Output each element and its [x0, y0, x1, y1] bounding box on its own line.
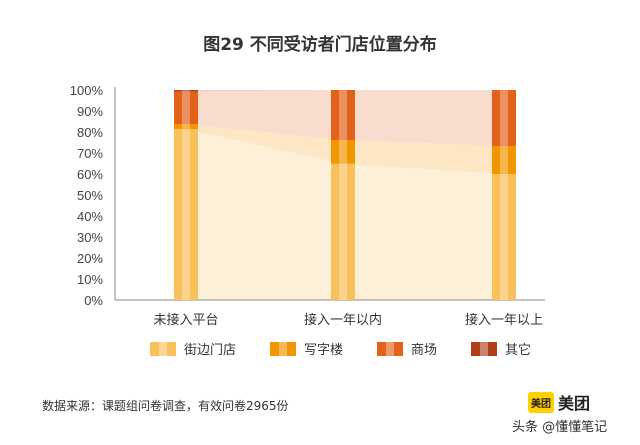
bar-segment: [174, 91, 198, 125]
x-tick-label: 接入一年以内: [304, 312, 382, 328]
legend-item: 街边门店: [150, 339, 236, 358]
bar-highlight: [500, 174, 508, 300]
y-tick-label: 30%: [77, 230, 103, 245]
bar-segment: [331, 139, 355, 164]
bar-highlight: [182, 129, 190, 300]
bar-segment: [492, 90, 516, 147]
y-tick-label: 40%: [77, 209, 103, 224]
logo-text: 美团: [558, 394, 591, 413]
bar-segment: [174, 90, 198, 92]
bar-highlight: [339, 90, 347, 140]
bar-highlight: [339, 163, 347, 300]
y-tick-label: 70%: [77, 146, 103, 161]
bar-segment: [331, 90, 355, 140]
x-tick-label: 未接入平台: [153, 312, 218, 328]
legend-swatch: [150, 341, 176, 356]
watermark: 头条 @懂懂笔记: [512, 420, 608, 435]
y-tick-label: 100%: [70, 83, 104, 98]
y-tick-label: 50%: [77, 188, 103, 203]
meituan-logo: 美团 美团: [528, 390, 590, 414]
legend-label: 街边门店: [184, 343, 237, 358]
legend-item: 商场: [377, 339, 437, 358]
bar-segment: [492, 146, 516, 174]
y-tick-label: 80%: [77, 125, 103, 140]
legend-swatch: [270, 341, 297, 356]
bar-segment: [492, 174, 516, 300]
bar-highlight: [182, 90, 190, 92]
chart-title: 图29 不同受访者门店位置分布: [203, 35, 437, 55]
legend-swatch: [471, 341, 498, 356]
bar-highlight: [182, 91, 190, 125]
legend-item: 写字楼: [270, 339, 343, 358]
bar-highlight: [500, 146, 508, 174]
bar-segment: [174, 124, 198, 130]
bar-highlight: [182, 124, 190, 130]
logo-box: 美团: [528, 391, 554, 413]
band-3: [186, 90, 504, 92]
legend-label: 商场: [411, 343, 438, 358]
bar-highlight: [500, 90, 508, 147]
legend-swatch: [377, 341, 404, 356]
legend-item: 其它: [471, 339, 531, 358]
x-tick-label: 接入一年以上: [465, 312, 543, 328]
legend: 街边门店 写字楼 商场 其它: [150, 339, 531, 358]
bar-highlight: [339, 139, 347, 164]
legend-label: 写字楼: [304, 343, 344, 358]
source-note: 数据来源：课题组问卷调查，有效问卷2965份: [42, 399, 289, 413]
y-tick-label: 60%: [77, 167, 103, 182]
y-tick-label: 0%: [84, 293, 103, 308]
y-tick-label: 20%: [77, 251, 103, 266]
y-tick-label: 10%: [77, 272, 103, 287]
legend-label: 其它: [505, 343, 532, 358]
y-tick-label: 90%: [77, 104, 103, 119]
bar-segment: [174, 129, 198, 300]
bar-segment: [331, 163, 355, 300]
